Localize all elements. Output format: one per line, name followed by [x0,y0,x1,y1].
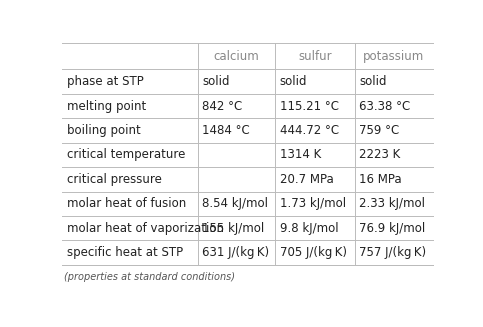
Text: 76.9 kJ/mol: 76.9 kJ/mol [359,222,426,235]
Text: critical temperature: critical temperature [67,148,185,162]
Text: 9.8 kJ/mol: 9.8 kJ/mol [280,222,339,235]
Text: boiling point: boiling point [67,124,141,137]
Text: 444.72 °C: 444.72 °C [280,124,339,137]
Text: melting point: melting point [67,100,146,112]
Text: 1.73 kJ/mol: 1.73 kJ/mol [280,197,346,210]
Text: critical pressure: critical pressure [67,173,162,186]
Text: potassium: potassium [363,50,425,63]
Text: (properties at standard conditions): (properties at standard conditions) [64,272,235,283]
Text: 759 °C: 759 °C [359,124,400,137]
Text: solid: solid [202,75,229,88]
Text: 842 °C: 842 °C [202,100,242,112]
Text: solid: solid [280,75,307,88]
Text: 63.38 °C: 63.38 °C [359,100,411,112]
Text: 757 J/(kg K): 757 J/(kg K) [359,246,426,259]
Text: molar heat of fusion: molar heat of fusion [67,197,186,210]
Text: 2.33 kJ/mol: 2.33 kJ/mol [359,197,426,210]
Text: 155 kJ/mol: 155 kJ/mol [202,222,264,235]
Text: 16 MPa: 16 MPa [359,173,402,186]
Text: solid: solid [359,75,387,88]
Text: 2223 K: 2223 K [359,148,401,162]
Text: sulfur: sulfur [298,50,332,63]
Text: calcium: calcium [213,50,259,63]
Text: 20.7 MPa: 20.7 MPa [280,173,334,186]
Text: 1484 °C: 1484 °C [202,124,250,137]
Text: 631 J/(kg K): 631 J/(kg K) [202,246,269,259]
Text: 115.21 °C: 115.21 °C [280,100,339,112]
Text: 705 J/(kg K): 705 J/(kg K) [280,246,347,259]
Text: phase at STP: phase at STP [67,75,143,88]
Text: molar heat of vaporization: molar heat of vaporization [67,222,224,235]
Text: 1314 K: 1314 K [280,148,321,162]
Text: specific heat at STP: specific heat at STP [67,246,183,259]
Text: 8.54 kJ/mol: 8.54 kJ/mol [202,197,268,210]
